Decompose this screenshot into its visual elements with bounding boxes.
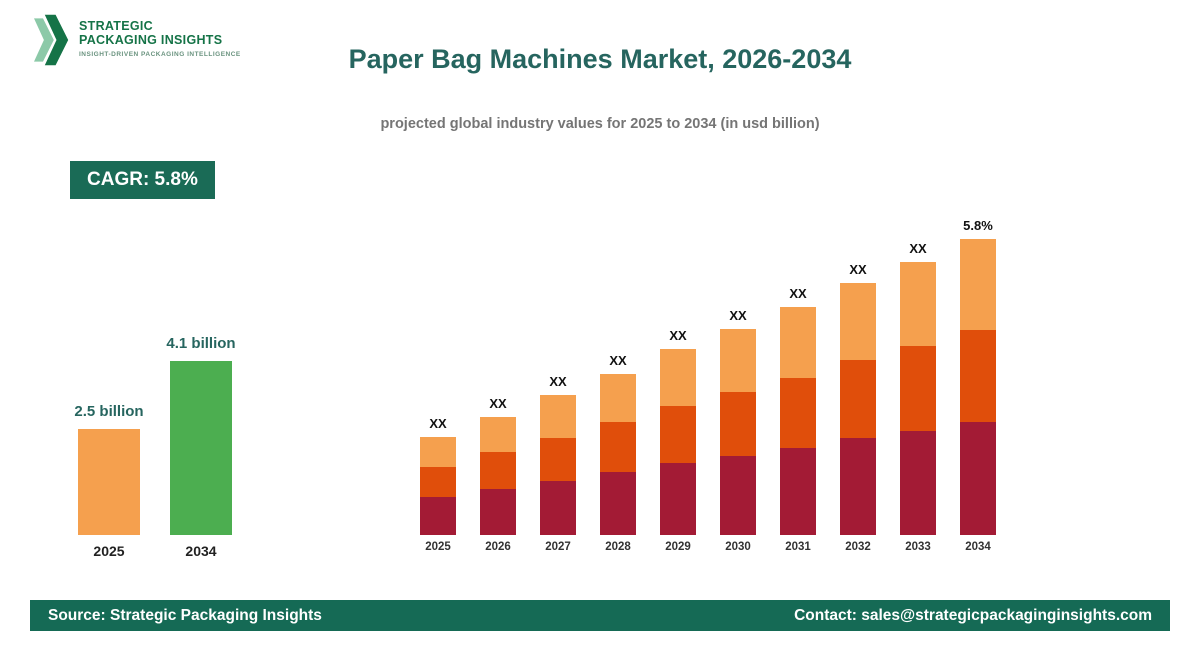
segment-middle <box>780 378 816 448</box>
footer-source: Source: Strategic Packaging Insights <box>48 606 322 624</box>
segment-top <box>540 395 576 438</box>
mini-bar-column-2025: 2.5 billion <box>74 315 144 535</box>
bar-2034 <box>170 361 232 535</box>
bar-value-label: 5.8% <box>963 218 993 233</box>
category-label: 2026 <box>485 541 511 553</box>
segment-middle <box>900 346 936 431</box>
footer-contact: Contact: sales@strategicpackaginginsight… <box>794 606 1152 624</box>
segment-middle <box>840 360 876 438</box>
stacked-bar-column-2026: XX <box>480 205 516 535</box>
category-label: 2034 <box>965 541 991 553</box>
segment-bottom <box>720 456 756 535</box>
value-label: 4.1 billion <box>166 335 236 352</box>
segment-top <box>960 239 996 330</box>
segment-middle <box>960 330 996 422</box>
stacked-chart: XX XX XX XX XX XX XX XX XX 5.8% <box>420 205 996 535</box>
logo-chevron-icon <box>34 14 69 66</box>
stacked-bar-column-2030: XX <box>720 205 756 535</box>
stacked-chart-years: 2025 2026 2027 2028 2029 2030 2031 2032 2033 2034 <box>420 541 996 553</box>
category-label: 2030 <box>725 541 751 553</box>
stacked-bar-column-2028: XX <box>600 205 636 535</box>
segment-middle <box>600 422 636 472</box>
page-subtitle: projected global industry values for 202… <box>380 116 820 132</box>
category-label: 2025 <box>425 541 451 553</box>
segment-top <box>420 437 456 467</box>
segment-top <box>840 283 876 360</box>
segment-bottom <box>780 448 816 535</box>
segment-middle <box>480 452 516 489</box>
segment-top <box>900 262 936 346</box>
segment-bottom <box>840 438 876 535</box>
segment-middle <box>420 467 456 497</box>
bar-value-label: XX <box>909 241 927 256</box>
stacked-bar-column-2032: XX <box>840 205 876 535</box>
category-label: 2032 <box>845 541 871 553</box>
bar-value-label: XX <box>489 396 507 411</box>
bar-value-label: XX <box>549 374 567 389</box>
category-label: 2031 <box>785 541 811 553</box>
bar-value-label: XX <box>789 286 807 301</box>
segment-top <box>480 417 516 452</box>
logo-line1: STRATEGIC <box>79 19 153 33</box>
category-label: 2028 <box>605 541 631 553</box>
segment-bottom <box>660 463 696 535</box>
stacked-bar-column-2025: XX <box>420 205 456 535</box>
bar-value-label: XX <box>849 262 867 277</box>
bar-value-label: XX <box>669 328 687 343</box>
segment-middle <box>540 438 576 481</box>
stacked-bar-column-2027: XX <box>540 205 576 535</box>
segment-top <box>660 349 696 406</box>
segment-bottom <box>540 481 576 535</box>
bar-value-label: XX <box>609 353 627 368</box>
logo-text: STRATEGIC PACKAGING INSIGHTS INSIGHT-DRI… <box>79 13 241 58</box>
category-label: 2033 <box>905 541 931 553</box>
mini-bar-column-2034: 4.1 billion <box>166 315 236 535</box>
mini-chart: 2.5 billion 4.1 billion <box>74 315 236 535</box>
segment-top <box>600 374 636 422</box>
segment-bottom <box>420 497 456 535</box>
bar-value-label: XX <box>429 416 447 431</box>
logo-tagline: INSIGHT-DRIVEN PACKAGING INTELLIGENCE <box>79 51 241 58</box>
mini-chart-years: 2025 2034 <box>78 543 232 559</box>
cagr-badge: CAGR: 5.8% <box>70 161 215 199</box>
stacked-bar-column-2033: XX <box>900 205 936 535</box>
logo: STRATEGIC PACKAGING INSIGHTS INSIGHT-DRI… <box>34 13 241 67</box>
value-label: 2.5 billion <box>74 403 144 420</box>
category-label: 2034 <box>185 543 217 559</box>
segment-top <box>720 329 756 392</box>
logo-line2: PACKAGING INSIGHTS <box>79 33 223 47</box>
footer-bar: Source: Strategic Packaging Insights Con… <box>30 600 1170 631</box>
segment-middle <box>660 406 696 463</box>
segment-middle <box>720 392 756 456</box>
stacked-bar-column-2031: XX <box>780 205 816 535</box>
category-label: 2025 <box>93 543 125 559</box>
bar-2025 <box>78 429 140 535</box>
stacked-bar-column-2034: 5.8% <box>960 205 996 535</box>
segment-bottom <box>480 489 516 535</box>
segment-bottom <box>960 422 996 535</box>
stacked-bar-column-2029: XX <box>660 205 696 535</box>
segment-bottom <box>600 472 636 535</box>
segment-top <box>780 307 816 378</box>
category-label: 2027 <box>545 541 571 553</box>
bar-value-label: XX <box>729 308 747 323</box>
category-label: 2029 <box>665 541 691 553</box>
page-title: Paper Bag Machines Market, 2026-2034 <box>348 44 852 74</box>
segment-bottom <box>900 431 936 535</box>
